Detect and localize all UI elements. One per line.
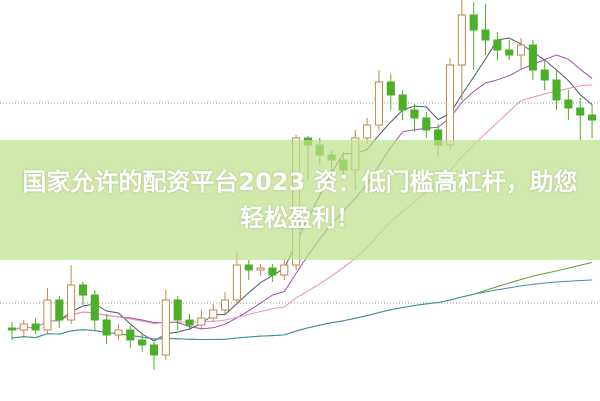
- candle-up: [457, 14, 466, 66]
- candle-down: [528, 44, 537, 71]
- candle-up: [363, 124, 372, 139]
- candle-up: [114, 329, 123, 336]
- candle-down: [469, 14, 478, 31]
- candle-up: [197, 317, 206, 326]
- candle-down: [410, 109, 419, 119]
- candle-down: [149, 344, 159, 356]
- candle-up: [280, 264, 289, 276]
- candle-up: [516, 44, 526, 56]
- article-title: 国家允许的配资平台2023 资：低门槛高杠杆，助您轻松盈利！: [22, 168, 578, 232]
- candle-down: [244, 264, 253, 271]
- candle-down: [552, 79, 561, 101]
- candle-up: [19, 323, 28, 331]
- candle-up: [256, 267, 265, 271]
- candle-down: [268, 267, 277, 276]
- candle-down: [481, 29, 490, 41]
- candle-down: [422, 117, 431, 131]
- candle-down: [90, 294, 99, 321]
- candle-down: [31, 323, 40, 331]
- candle-up: [67, 284, 76, 321]
- candle-up: [161, 299, 170, 356]
- candle-down: [173, 299, 182, 321]
- title-banner: 国家允许的配资平台2023 资：低门槛高杠杆，助您轻松盈利！: [0, 140, 600, 260]
- candle-down: [588, 114, 597, 121]
- candle-up: [43, 299, 52, 331]
- candle-down: [138, 339, 147, 346]
- candle-down: [386, 81, 395, 96]
- candle-up: [209, 309, 218, 319]
- moving-average-line-20: [11, 84, 593, 331]
- candle-down: [102, 319, 111, 336]
- candle-down: [78, 284, 88, 296]
- candle-up: [445, 64, 455, 146]
- candle-up: [220, 299, 230, 311]
- candle-down: [540, 69, 549, 81]
- candle-down: [7, 327, 16, 331]
- candle-up: [232, 264, 241, 301]
- candle-down: [576, 107, 585, 116]
- moving-average-line-60: [11, 279, 593, 341]
- candle-down: [185, 319, 194, 326]
- candle-up: [374, 81, 384, 126]
- candle-down: [398, 94, 407, 111]
- candle-down: [564, 99, 573, 109]
- candle-down: [505, 49, 514, 56]
- candle-down: [493, 39, 502, 51]
- candle-down: [55, 299, 64, 321]
- moving-average-line-40: [11, 262, 593, 341]
- candle-down: [126, 329, 135, 341]
